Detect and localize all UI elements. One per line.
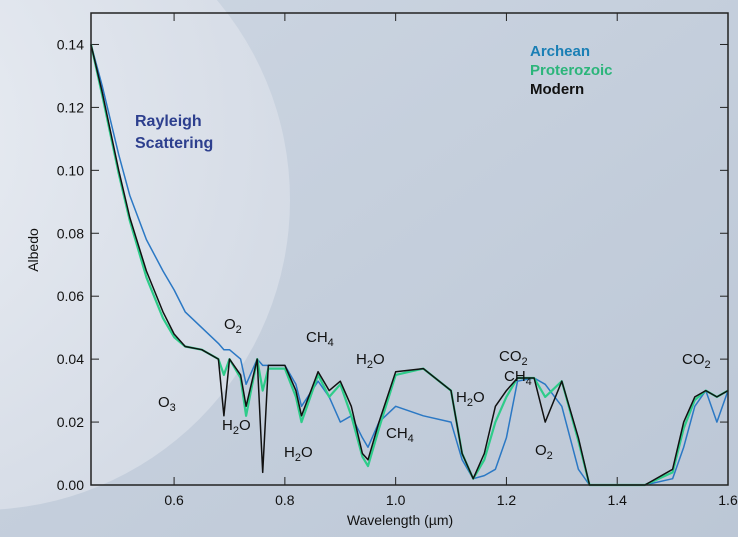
annotation: O2 xyxy=(224,316,242,336)
annotation: H2O xyxy=(222,417,251,437)
y-tick-label: 0.12 xyxy=(57,99,84,115)
annotation-sub: 4 xyxy=(408,433,414,445)
annotation: CH4 xyxy=(306,329,334,349)
legend-label: Proterozoic xyxy=(530,62,613,79)
y-tick-label: 0.10 xyxy=(57,162,84,178)
annotation-sub: 2 xyxy=(547,450,553,462)
annotation: CO2 xyxy=(682,351,711,371)
annotation: O2 xyxy=(535,442,553,462)
annotation: CO2 xyxy=(499,348,528,368)
planet-backdrop xyxy=(0,0,290,510)
y-tick-label: 0.02 xyxy=(57,414,84,430)
annotation-text: O xyxy=(158,394,170,411)
annotation-tail: O xyxy=(239,417,251,434)
y-tick-label: 0.00 xyxy=(57,477,84,493)
annotation-text: O xyxy=(535,442,547,459)
rayleigh-label: Rayleigh xyxy=(135,113,202,130)
y-tick-label: 0.06 xyxy=(57,288,84,304)
annotation-sub: 2 xyxy=(705,359,711,371)
annotation-text: CH xyxy=(504,368,526,385)
plot-frame xyxy=(90,12,729,486)
x-tick-label: 1.0 xyxy=(386,492,406,508)
annotation-text: CH xyxy=(306,329,328,346)
annotation: CH4 xyxy=(504,368,532,388)
annotation-text: CH xyxy=(386,425,408,442)
annotation: H2O xyxy=(284,444,313,464)
annotation-sub: 3 xyxy=(170,402,176,414)
annotation-sub: 4 xyxy=(328,337,334,349)
annotation-sub: 2 xyxy=(295,452,301,464)
annotation-sub: 2 xyxy=(367,359,373,371)
annotation-sub: 2 xyxy=(522,356,528,368)
y-tick-label: 0.08 xyxy=(57,225,84,241)
annotation: H2O xyxy=(356,351,385,371)
annotation-text: CO xyxy=(499,348,522,365)
x-tick-label: 1.2 xyxy=(497,492,517,508)
y-tick-label: 0.04 xyxy=(57,351,84,367)
annotation-text: O xyxy=(224,316,236,333)
annotation-text: H xyxy=(284,444,295,461)
legend-label: Modern xyxy=(530,81,584,98)
annotation-text: H xyxy=(456,389,467,406)
annotation-sub: 4 xyxy=(526,376,532,388)
annotation-sub: 2 xyxy=(467,397,473,409)
x-tick-label: 0.8 xyxy=(275,492,295,508)
annotation: O3 xyxy=(158,394,176,414)
annotation-tail: O xyxy=(373,351,385,368)
annotation: CH4 xyxy=(386,425,414,445)
x-tick-label: 0.6 xyxy=(164,492,184,508)
annotation-tail: O xyxy=(473,389,485,406)
annotation-sub: 2 xyxy=(236,324,242,336)
y-tick-label: 0.14 xyxy=(57,36,84,52)
annotation-text: H xyxy=(356,351,367,368)
y-axis-title: Albedo xyxy=(25,228,41,272)
legend-label: Archean xyxy=(530,43,590,60)
annotation-text: CO xyxy=(682,351,705,368)
annotation: H2O xyxy=(456,389,485,409)
x-tick-label: 1.6 xyxy=(718,492,738,508)
x-tick-label: 1.4 xyxy=(607,492,627,508)
annotation-text: H xyxy=(222,417,233,434)
annotation-sub: 2 xyxy=(233,425,239,437)
rayleigh-label: Scattering xyxy=(135,135,213,152)
annotation-tail: O xyxy=(301,444,313,461)
x-axis-title: Wavelength (µm) xyxy=(347,512,453,528)
